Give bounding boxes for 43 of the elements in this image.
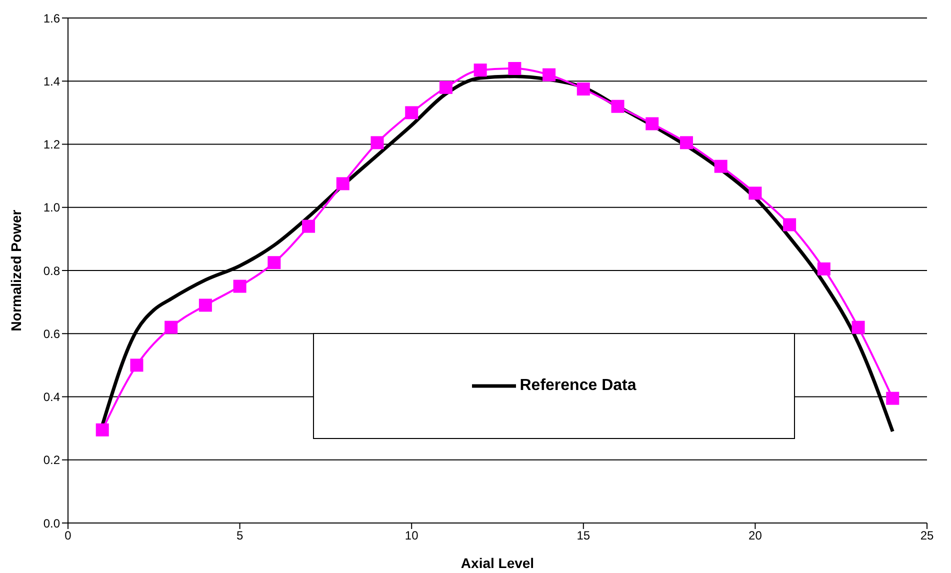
point [817, 262, 830, 276]
y-tick-label: 1.2 [43, 138, 60, 152]
point [96, 423, 109, 436]
point [164, 320, 178, 334]
point [852, 320, 865, 334]
point [680, 136, 693, 150]
point [886, 392, 900, 405]
point [439, 80, 452, 94]
point [370, 136, 384, 150]
y-tick-label: 0.8 [43, 264, 60, 278]
point [474, 64, 487, 77]
point [336, 177, 350, 190]
x-axis-title: Axial Level [460, 555, 534, 571]
y-axis-title: Normalized Power [8, 209, 24, 332]
point [542, 68, 556, 82]
point [130, 358, 144, 372]
point [405, 106, 418, 120]
point [611, 100, 624, 113]
x-tick-label: 0 [64, 528, 72, 543]
point [302, 220, 316, 233]
legend-box: Reference Data [313, 333, 795, 439]
point [714, 160, 728, 173]
x-tick-label: 20 [748, 528, 762, 543]
point [783, 218, 796, 232]
legend-label: Reference Data [520, 377, 636, 395]
x-tick-label: 15 [576, 528, 590, 543]
point [233, 280, 246, 293]
point [268, 256, 281, 270]
point [576, 82, 590, 96]
point [748, 186, 762, 200]
y-tick-label: 1.6 [43, 11, 60, 26]
y-tick-label: 0.4 [43, 390, 60, 404]
point [646, 117, 659, 130]
point [508, 62, 522, 75]
x-tick-label: 25 [920, 528, 934, 543]
x-tick-label: 5 [236, 528, 244, 543]
point [198, 298, 212, 312]
y-tick-label: 0.2 [43, 453, 60, 468]
x-tick-label: 10 [404, 528, 419, 543]
y-tick-label: 0.0 [43, 516, 60, 530]
y-tick-label: 0.6 [43, 326, 60, 341]
y-tick-label: 1.0 [43, 200, 60, 215]
y-tick-label: 1.4 [43, 74, 60, 88]
